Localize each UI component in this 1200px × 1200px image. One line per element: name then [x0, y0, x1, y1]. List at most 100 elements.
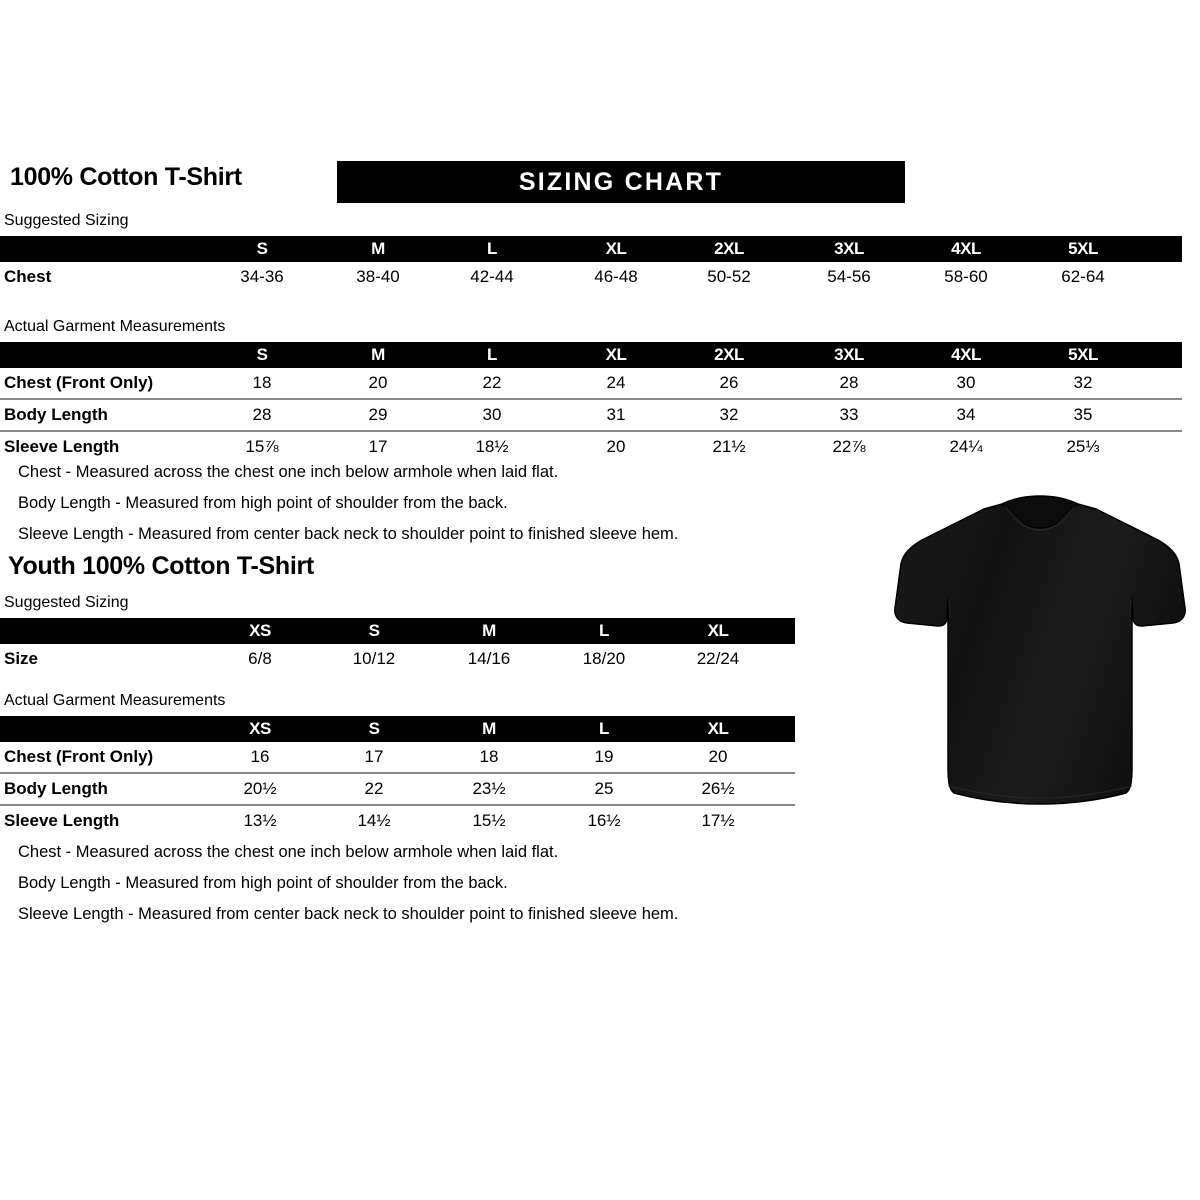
table-cell: 34-36: [240, 267, 284, 286]
table-cell: 17: [364, 747, 384, 766]
youth-suggested-header-bar: XS S M L XL: [0, 618, 795, 644]
row-separator: [0, 430, 1182, 432]
table-cell: 18: [479, 747, 499, 766]
table-cell: 16: [250, 747, 270, 766]
table-cell: 22/24: [696, 649, 740, 668]
size-header-l: L: [599, 719, 609, 738]
table-cell: 21½: [712, 437, 746, 456]
measurement-note: Sleeve Length - Measured from center bac…: [18, 525, 679, 543]
size-header-m: M: [371, 239, 385, 258]
row-label: Body Length: [4, 405, 108, 424]
table-cell: 26: [719, 373, 739, 392]
table-cell: 31: [606, 405, 626, 424]
sizing-chart-banner: SIZING CHART: [337, 161, 905, 203]
measurement-note: Sleeve Length - Measured from center bac…: [18, 905, 679, 923]
table-cell: 18½: [475, 437, 509, 456]
table-cell: 42-44: [470, 267, 514, 286]
adult-suggested-sizing-table: S M L XL 2XL 3XL 4XL 5XL Chest 34-36 38-40 42-44 46-…: [0, 236, 1182, 292]
table-cell: 58-60: [944, 267, 988, 286]
size-header-l: L: [487, 239, 497, 258]
row-label: Sleeve Length: [4, 437, 120, 456]
table-cell: 29: [368, 405, 388, 424]
row-separator: [0, 804, 795, 806]
table-cell: 50-52: [707, 267, 751, 286]
measurement-note: Body Length - Measured from high point o…: [18, 494, 508, 512]
table-row: Body Length 28 29 30 31 32 33 34 35: [0, 400, 1182, 430]
youth-suggested-sizing-table: XS S M L XL Size 6/8 10/12 14/16 18/20 22/24: [0, 618, 795, 674]
table-cell: 10/12: [352, 649, 396, 668]
table-cell: 20: [708, 747, 728, 766]
row-separator: [0, 398, 1182, 400]
table-cell: 17½: [701, 811, 735, 830]
table-row: Sleeve Length 13½ 14½ 15½ 16½ 17½: [0, 806, 795, 836]
black-t-shirt-icon: [894, 495, 1186, 805]
adult-measurements-table: S M L XL 2XL 3XL 4XL 5XL Chest (Front Only) 18 20 2…: [0, 342, 1182, 462]
size-header-2xl: 2XL: [714, 345, 744, 364]
table-cell: 22⅞: [832, 437, 866, 456]
sizing-chart-banner-label: SIZING CHART: [518, 168, 724, 196]
table-cell: 35: [1073, 405, 1093, 424]
table-cell: 32: [1073, 373, 1093, 392]
table-cell: 22: [482, 373, 502, 392]
row-label: Chest (Front Only): [4, 373, 154, 392]
table-cell: 25⅓: [1066, 437, 1100, 456]
size-header-l: L: [487, 345, 497, 364]
adult-suggested-sizing-caption: Suggested Sizing: [4, 212, 129, 229]
row-label: Chest (Front Only): [4, 747, 154, 766]
measurement-note: Body Length - Measured from high point o…: [18, 874, 508, 892]
table-cell: 20½: [243, 779, 277, 798]
adult-suggested-header-bar: S M L XL 2XL 3XL 4XL 5XL: [0, 236, 1182, 262]
table-cell: 62-64: [1061, 267, 1105, 286]
table-cell: 25: [594, 779, 614, 798]
table-cell: 6/8: [248, 649, 272, 668]
table-row: Chest (Front Only) 16 17 18 19 20: [0, 742, 795, 772]
table-cell: 17: [368, 437, 388, 456]
size-header-m: M: [371, 345, 385, 364]
table-cell: 15½: [472, 811, 506, 830]
size-header-4xl: 4XL: [951, 239, 981, 258]
table-cell: 16½: [587, 811, 621, 830]
table-row: Size 6/8 10/12 14/16 18/20 22/24: [0, 644, 795, 674]
table-cell: 38-40: [356, 267, 400, 286]
size-header-m: M: [482, 719, 496, 738]
adult-measurements-header-bar: S M L XL 2XL 3XL 4XL 5XL: [0, 342, 1182, 368]
table-cell: 20: [606, 437, 626, 456]
table-cell: 26½: [701, 779, 735, 798]
table-cell: 15⅞: [245, 437, 279, 456]
adult-measurements-caption: Actual Garment Measurements: [4, 318, 226, 335]
table-cell: 34: [956, 405, 976, 424]
table-cell: 30: [956, 373, 976, 392]
table-cell: 14/16: [467, 649, 511, 668]
size-header-xl: XL: [605, 345, 627, 364]
size-header-5xl: 5XL: [1068, 345, 1098, 364]
table-cell: 18: [252, 373, 272, 392]
size-header-3xl: 3XL: [834, 345, 864, 364]
size-header-xl: XL: [707, 719, 729, 738]
size-header-5xl: 5XL: [1068, 239, 1098, 258]
size-header-l: L: [599, 621, 609, 640]
table-cell: 24: [606, 373, 626, 392]
table-cell: 18/20: [582, 649, 626, 668]
table-cell: 13½: [243, 811, 277, 830]
table-cell: 24¼: [949, 437, 983, 456]
size-header-xl: XL: [707, 621, 729, 640]
youth-suggested-sizing-caption: Suggested Sizing: [4, 594, 129, 611]
table-cell: 28: [839, 373, 859, 392]
table-cell: 23½: [472, 779, 506, 798]
t-shirt-illustration: [890, 468, 1190, 813]
size-header-s: S: [368, 621, 380, 640]
row-label: Size: [4, 649, 39, 668]
youth-measurements-table: XS S M L XL Chest (Front Only) 16 17 18 19 20 Body …: [0, 716, 795, 836]
size-header-xs: XS: [249, 719, 271, 738]
table-cell: 54-56: [827, 267, 871, 286]
size-header-4xl: 4XL: [951, 345, 981, 364]
size-header-3xl: 3XL: [834, 239, 864, 258]
size-header-xs: XS: [249, 621, 271, 640]
youth-product-title: Youth 100% Cotton T-Shirt: [8, 552, 314, 580]
row-label: Chest: [4, 267, 52, 286]
size-header-2xl: 2XL: [714, 239, 744, 258]
table-cell: 30: [482, 405, 502, 424]
size-header-s: S: [256, 345, 268, 364]
size-header-s: S: [368, 719, 380, 738]
